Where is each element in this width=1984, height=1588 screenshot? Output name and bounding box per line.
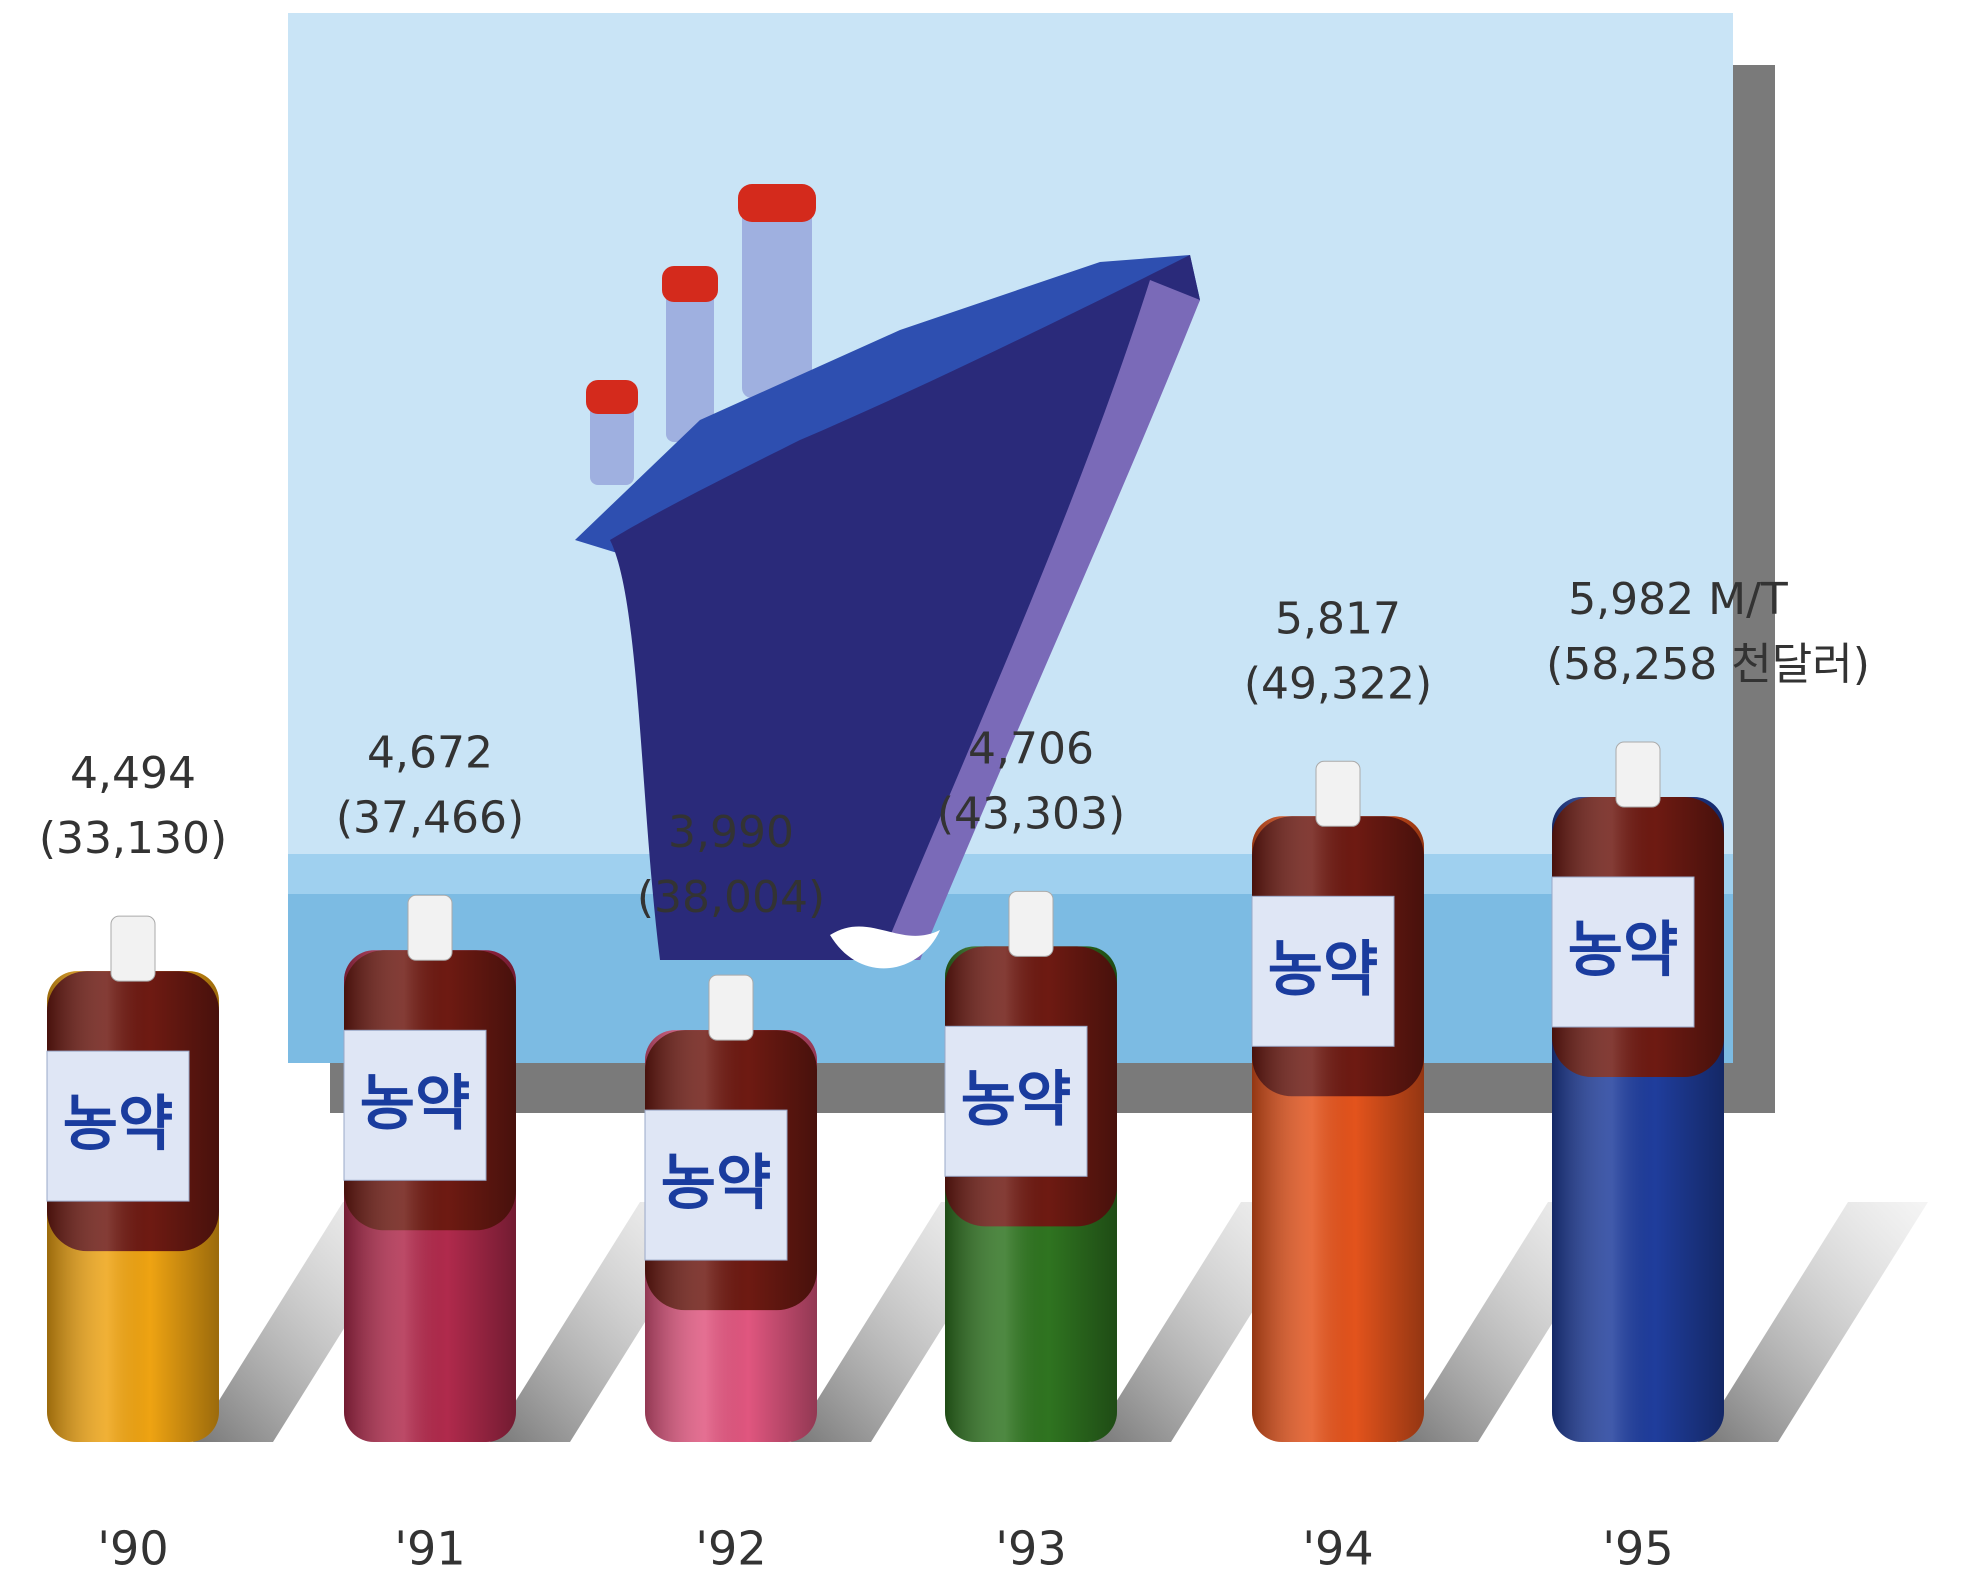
x-tick-label: '91: [394, 1522, 465, 1576]
x-tick-label: '94: [1302, 1522, 1373, 1576]
value-label: (37,466): [336, 792, 524, 843]
background-scene: [288, 13, 1775, 1113]
funnel: [590, 395, 634, 485]
bottle-label-bg: [343, 1029, 487, 1181]
bottle-label: 농약: [661, 1149, 771, 1219]
funnel-top: [662, 266, 718, 302]
ship: [575, 184, 1200, 969]
value-label: (49,322): [1244, 658, 1432, 709]
value-label: (33,130): [39, 813, 227, 864]
bottle: 농약 5,982 M/T (58,258 천달러) '95: [1546, 574, 1928, 1576]
bottle-label-bg: [46, 1050, 190, 1202]
bottle-cap: [708, 974, 754, 1041]
bottle-label: 농약: [1568, 916, 1678, 986]
bottle-shade: [344, 950, 516, 1442]
bottle-label-bg: [1251, 895, 1395, 1047]
bottle-shadow: [1698, 1202, 1928, 1442]
x-tick-label: '93: [995, 1522, 1066, 1576]
ship-bow: [880, 280, 1200, 960]
x-tick-label: '92: [695, 1522, 766, 1576]
x-tick-label: '90: [97, 1522, 168, 1576]
bottle-cap: [1315, 760, 1361, 827]
value-label: (38,004): [637, 872, 825, 923]
funnel-top: [738, 184, 816, 222]
bottle-cap: [1008, 890, 1054, 957]
funnel-top: [586, 380, 638, 414]
value-label: (43,303): [937, 788, 1125, 839]
bottle-shade: [945, 946, 1117, 1442]
bow-wave: [830, 926, 940, 969]
x-tick-label: '95: [1602, 1522, 1673, 1576]
value-label: 4,706: [968, 723, 1094, 774]
funnel: [666, 282, 714, 442]
value-label: 4,494: [70, 748, 196, 799]
bottle-label: 농약: [961, 1065, 1071, 1135]
bottle-shade: [47, 971, 219, 1442]
bottle-label-bg: [944, 1025, 1088, 1177]
bottle: 농약 4,706 (43,303) '93: [937, 723, 1321, 1576]
sea-highlight: [288, 854, 1733, 894]
value-label: 4,672: [367, 727, 493, 778]
ship-hull: [610, 255, 1200, 960]
panel-shadow: [1733, 65, 1775, 1113]
bottle-label: 농약: [360, 1069, 470, 1139]
value-label: 3,990: [668, 807, 794, 858]
bottle: 농약 3,990 (38,004) '92: [637, 807, 1021, 1576]
value-label: 5,982 M/T: [1568, 574, 1788, 625]
funnel: [742, 198, 812, 398]
bottle-cap: [110, 915, 156, 982]
bottle-label-bg: [1551, 876, 1695, 1028]
bottle: 농약 4,672 (37,466) '91: [336, 727, 720, 1576]
bottle-cap: [1615, 741, 1661, 808]
value-label: (58,258 천달러): [1546, 639, 1870, 690]
bottle-label: 농약: [1268, 935, 1378, 1005]
bottle-label: 농약: [63, 1090, 173, 1160]
bottle-label-bg: [644, 1109, 788, 1261]
value-label: 5,817: [1275, 593, 1401, 644]
bottle-cap: [407, 894, 453, 961]
